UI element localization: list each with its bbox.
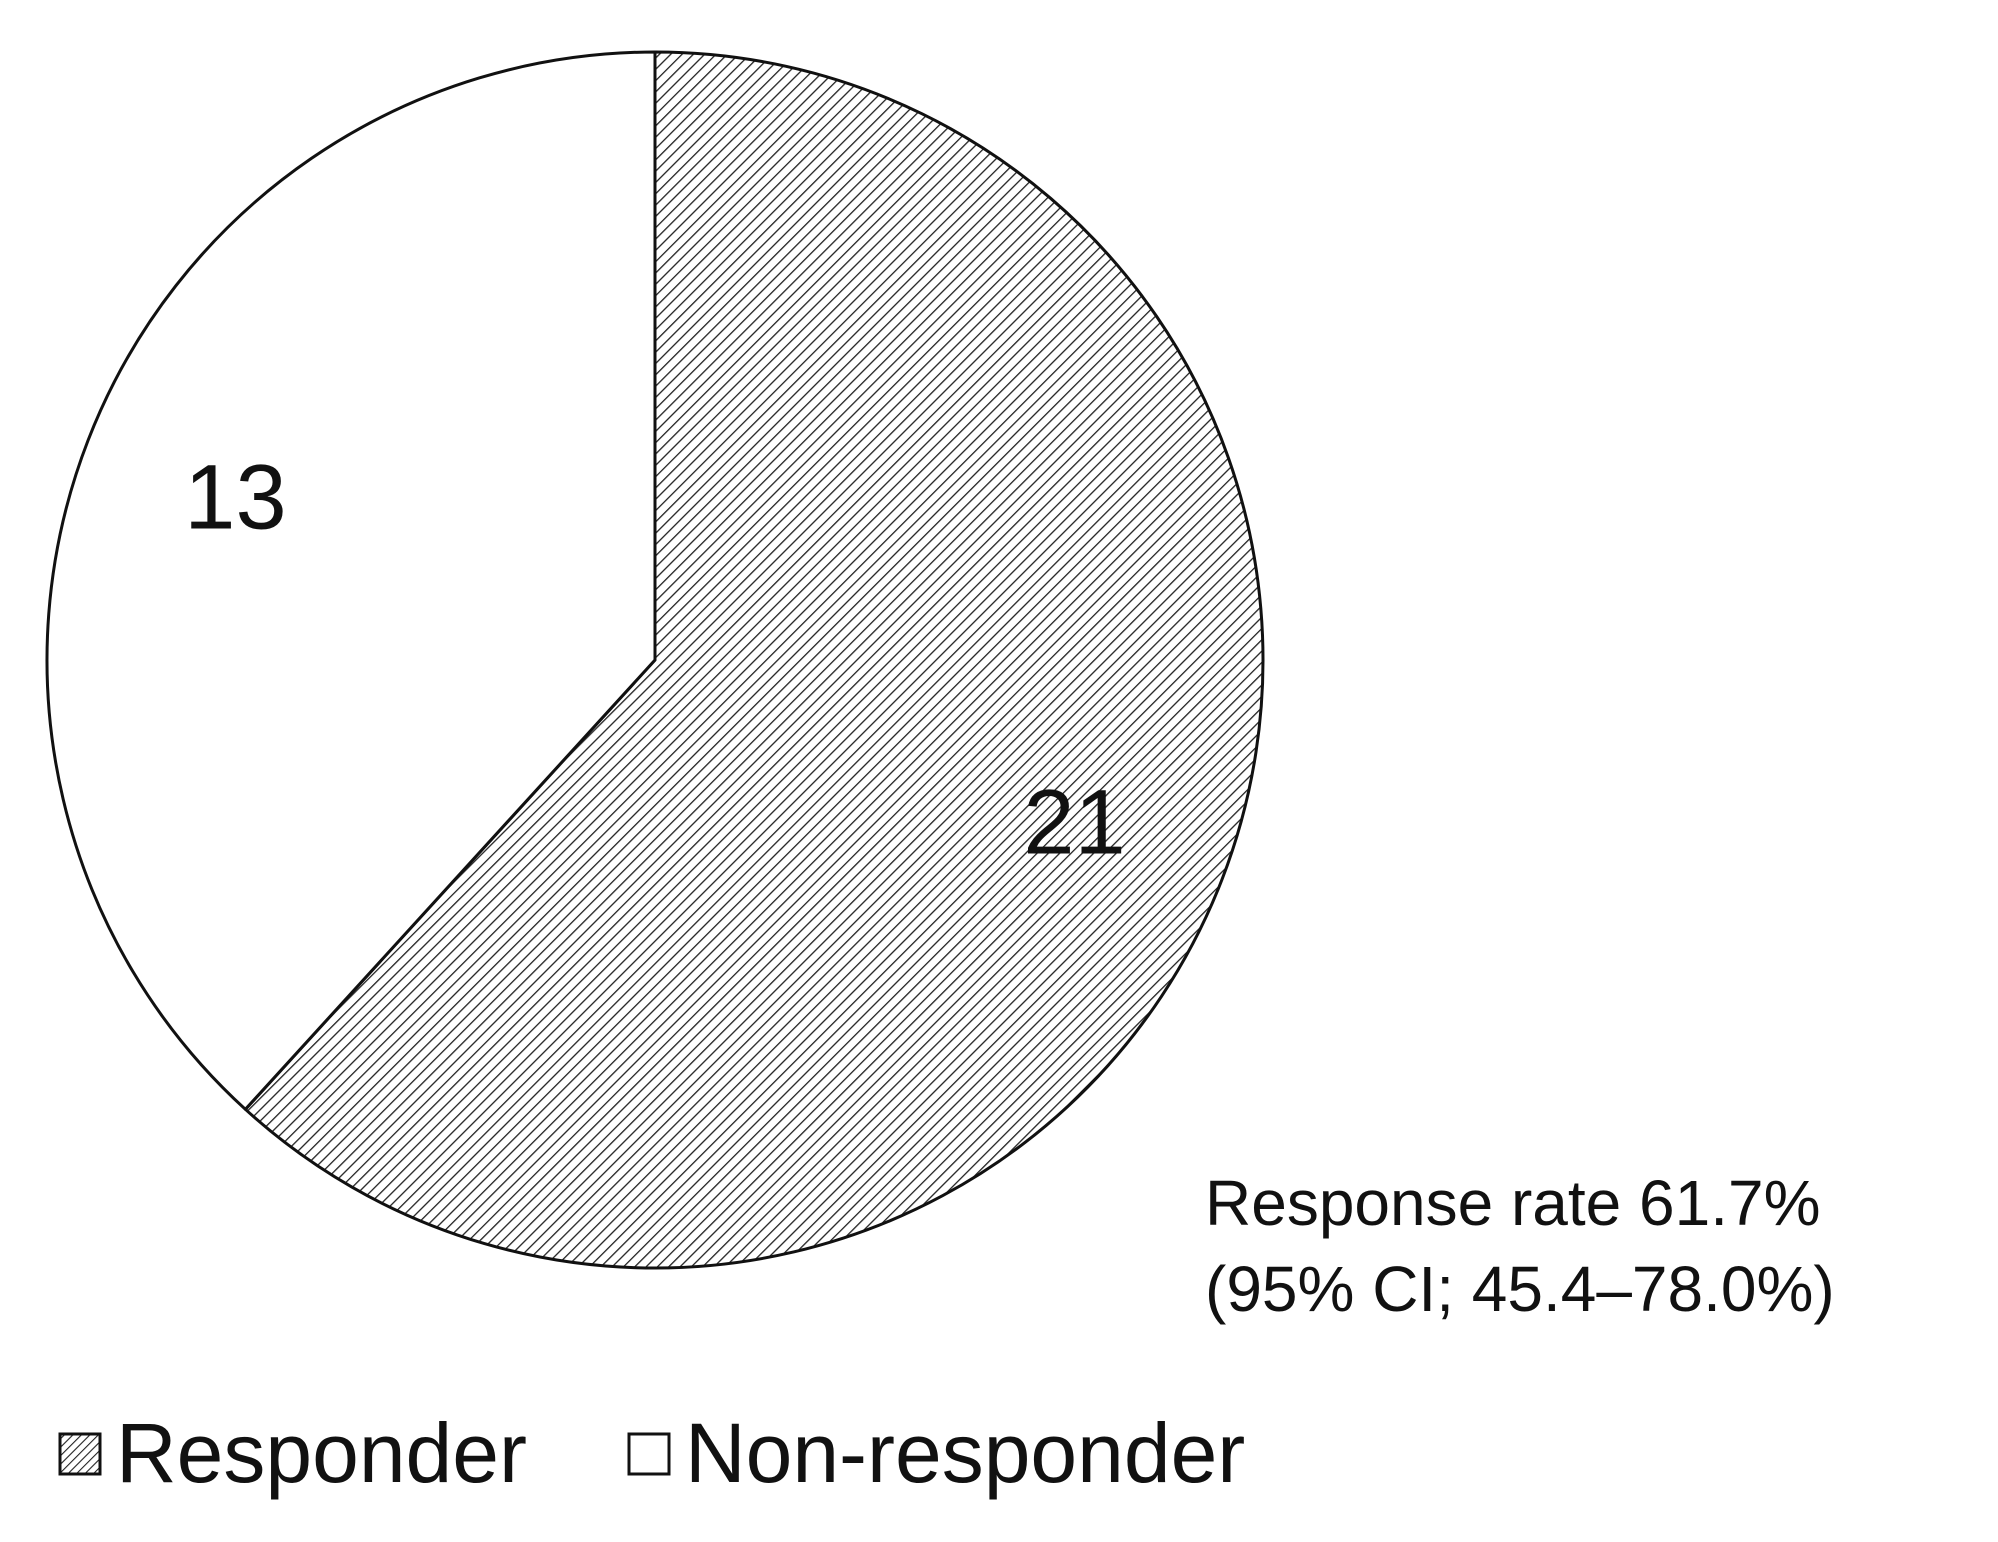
legend-item-non-responder: Non-responder bbox=[627, 1405, 1245, 1502]
response-rate-text: Response rate 61.7% bbox=[1205, 1167, 1821, 1239]
empty-swatch-icon bbox=[627, 1432, 671, 1476]
pie-slice-labels: 21 13 bbox=[184, 446, 1125, 873]
slice-label-responder: 21 bbox=[1023, 772, 1125, 874]
legend-item-responder: Responder bbox=[58, 1405, 527, 1502]
legend-label-responder: Responder bbox=[116, 1406, 527, 1500]
legend: Responder Non-responder bbox=[58, 1405, 1345, 1502]
response-rate-annotation: Response rate 61.7% (95% CI; 45.4–78.0%) bbox=[1205, 1160, 1835, 1332]
pie-slice-responder bbox=[243, 50, 1265, 1270]
legend-label-non-responder: Non-responder bbox=[684, 1406, 1246, 1500]
pie-slice-non-responder bbox=[45, 50, 657, 1111]
slice-label-non-responder: 13 bbox=[184, 446, 286, 548]
confidence-interval-text: (95% CI; 45.4–78.0%) bbox=[1205, 1253, 1835, 1325]
hatched-swatch-icon bbox=[58, 1432, 102, 1476]
pie-slices bbox=[45, 50, 1265, 1270]
